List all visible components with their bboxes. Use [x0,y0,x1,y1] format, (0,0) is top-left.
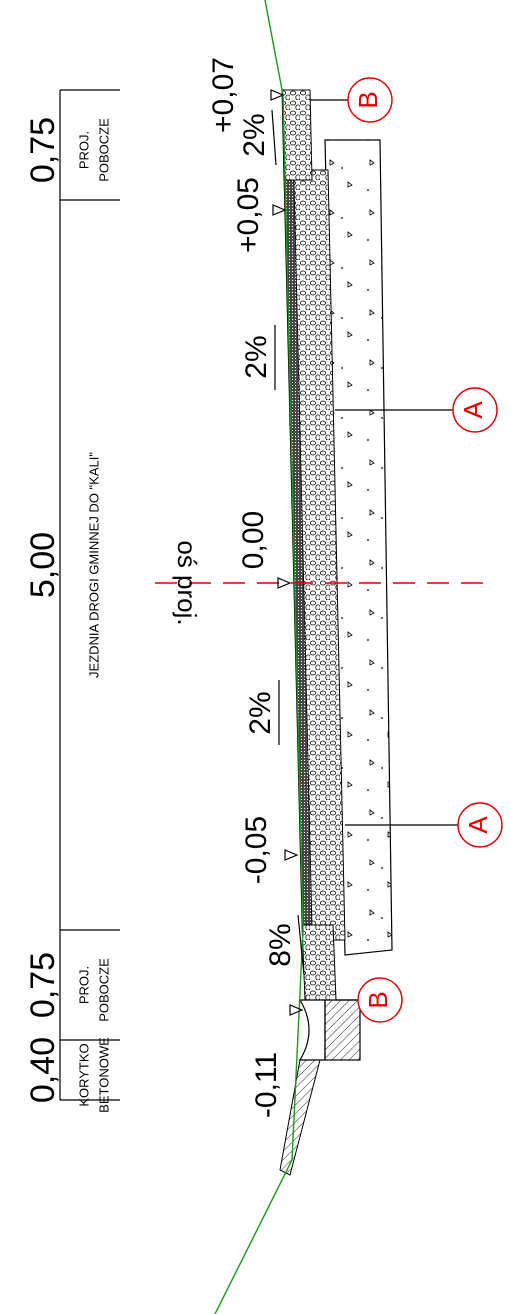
elevation: 0,00 [237,511,270,569]
dimension-label: POBOCZE [96,958,111,1022]
elevation: +0,05 [232,177,265,253]
annotation-marks [270,89,305,1016]
terrain-line [214,0,304,1314]
dimension-label: PROJ. [76,966,91,1004]
elevation: +0,07 [207,57,240,133]
slope: 2% [238,113,271,156]
marker-label: A [463,816,493,834]
marker-label: A [458,401,488,419]
dimension-value: 0,75 [24,117,62,183]
dimension-label: KORYTKO [76,1043,91,1106]
slope: 2% [244,691,277,734]
elevation: -0,05 [240,816,273,884]
slope: 8% [264,923,297,966]
elevation: -0,11 [250,1052,283,1118]
axis-label: oś proj. [172,540,202,625]
marker-label: B [353,91,383,108]
slope: 2% [240,335,273,378]
dimension-value: 0,75 [24,952,62,1018]
dimension-value: 0,40 [24,1037,62,1103]
marker-circles [347,77,503,1023]
leaders [310,99,458,1001]
dimension-label: POBOCZE [96,118,111,182]
marker-label: B [363,991,393,1008]
dimension-label: PROJ. [76,131,91,169]
dimension-label: JEZDNIA DROGI GMINNEJ DO "KALI" [86,452,101,678]
road-layers [279,89,393,1176]
dimension-label: BETONOWE [96,1037,111,1113]
rotated-text: 0,75 PROJ. POBOCZE 5,00 JEZDNIA DROGI GM… [24,57,493,1118]
dimension-value: 5,00 [24,532,62,598]
dimension-lines [59,89,120,1101]
